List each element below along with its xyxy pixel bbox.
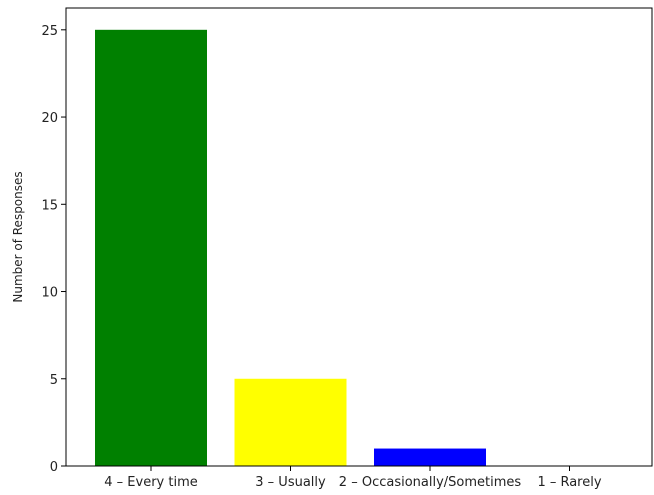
- y-tick-label: 0: [50, 460, 58, 475]
- plot-frame: [65, 7, 653, 467]
- x-tick-label: 2 – Occasionally/Sometimes: [339, 475, 522, 490]
- y-tick-label: 10: [41, 286, 58, 301]
- y-axis-label: Number of Responses: [11, 171, 25, 302]
- x-tick-label: 1 – Rarely: [537, 475, 601, 490]
- y-tick-label: 5: [50, 373, 58, 388]
- x-axis-ticks: 4 – Every time 3 – Usually 2 – Occasionall…: [104, 466, 602, 490]
- y-axis-ticks: 0 5 10 15 20 25: [41, 24, 66, 475]
- y-tick-label: 25: [41, 24, 58, 39]
- x-tick-label: 4 – Every time: [104, 475, 197, 490]
- bar-2: [234, 378, 347, 466]
- y-tick-label: 15: [41, 198, 58, 213]
- y-tick-label: 20: [41, 111, 58, 126]
- x-tick-label: 3 – Usually: [255, 475, 326, 490]
- bar-3: [374, 448, 486, 466]
- bars-group: [95, 29, 486, 467]
- bar-1: [95, 29, 207, 467]
